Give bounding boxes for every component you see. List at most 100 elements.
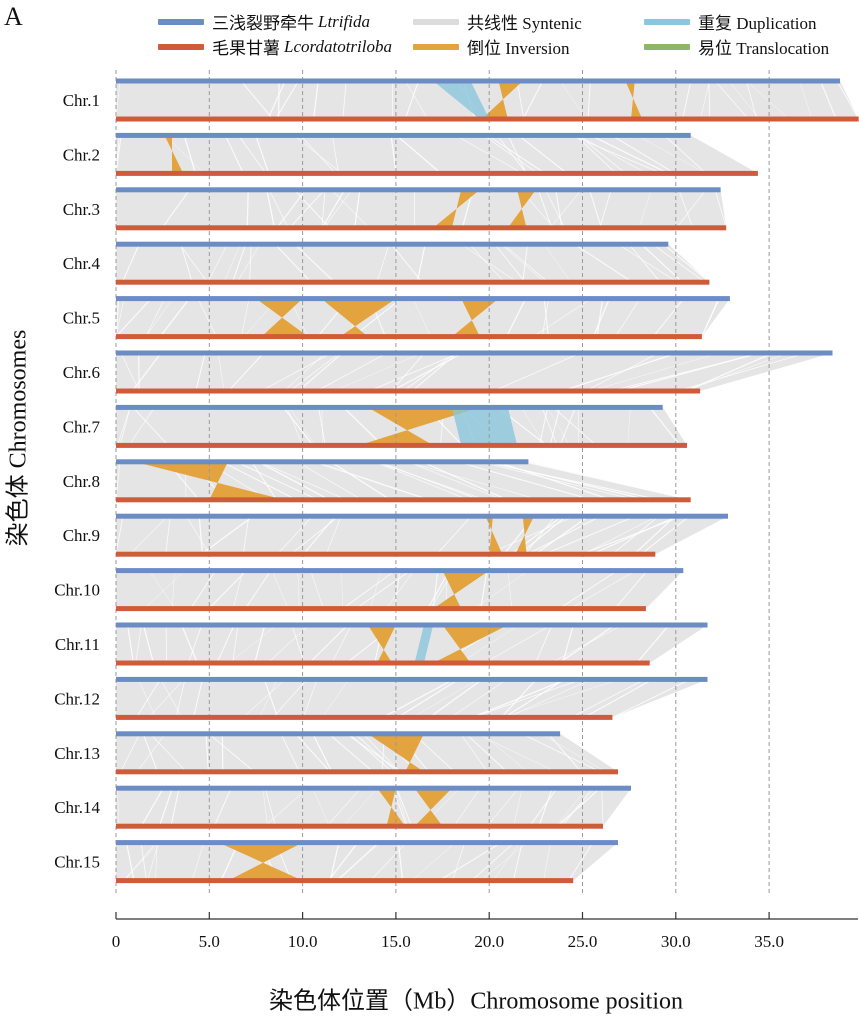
chromosome-bar-cordatotriloba-8: [116, 497, 691, 503]
chromosome-bar-trifida-3: [116, 187, 721, 193]
synteny-texture-line: [615, 298, 641, 337]
synteny-texture-line: [685, 352, 774, 392]
synteny-texture-line: [524, 515, 556, 555]
synteny-texture-line: [819, 80, 837, 120]
synteny-texture-line: [275, 80, 299, 120]
synteny-texture-line: [396, 788, 412, 827]
synteny-texture-line: [346, 733, 402, 773]
synteny-texture-line: [259, 461, 347, 501]
synteny-texture-line: [544, 515, 636, 555]
synteny-texture-line: [392, 788, 407, 827]
synteny-texture-line: [277, 80, 280, 120]
synteny-texture-line: [232, 570, 244, 609]
synteny-texture-line: [181, 624, 198, 664]
synteny-texture-line: [460, 733, 488, 772]
synteny-texture-line: [484, 461, 660, 501]
synteny-texture-line: [318, 407, 326, 446]
synteny-texture-line: [652, 243, 706, 283]
synteny-texture-line: [450, 679, 508, 718]
synteny-texture-line: [266, 189, 276, 228]
synteny-texture-line: [115, 298, 152, 337]
synteny-texture-line: [540, 733, 606, 772]
legend-label-duplication: 重复 Duplication: [698, 14, 817, 33]
chromosome-label: Chr.1: [63, 91, 100, 110]
synteny-texture-line: [331, 135, 339, 174]
synteny-texture-line: [601, 788, 604, 827]
synteny-texture-line: [127, 624, 134, 664]
synteny-texture-line: [135, 624, 142, 664]
legend-swatch-inversion: [413, 43, 459, 50]
synteny-texture-line: [494, 243, 526, 283]
synteny-texture-line: [382, 678, 454, 718]
synteny-texture-line: [708, 80, 711, 120]
synteny-texture-line: [396, 134, 442, 174]
synteny-texture-line: [321, 679, 350, 718]
duplication-11-1: [414, 625, 434, 663]
synteny-texture-line: [120, 352, 140, 392]
synteny-texture-line: [283, 407, 314, 446]
synteny-texture-line: [344, 407, 384, 446]
synteny-texture-line: [160, 679, 183, 718]
synteny-texture-line: [617, 243, 678, 283]
syntenic-block-2: [116, 135, 758, 174]
synteny-texture-line: [701, 298, 720, 337]
synteny-texture-line: [411, 352, 458, 392]
synteny-texture-line: [140, 787, 164, 827]
synteny-texture-line: [207, 244, 228, 283]
legend-label-inversion: 倒位 Inversion: [467, 39, 570, 58]
synteny-texture-line: [117, 407, 131, 446]
synteny-texture-line: [552, 407, 597, 446]
x-tick-label: 5.0: [199, 932, 220, 951]
inversion-9-2: [515, 516, 534, 555]
synteny-texture-line: [195, 352, 206, 392]
synteny-texture-line: [714, 189, 727, 228]
synteny-texture-line: [799, 80, 813, 120]
synteny-texture-line: [585, 352, 659, 392]
synteny-texture-line: [461, 243, 518, 283]
synteny-texture-line: [556, 788, 596, 827]
synteny-texture-line: [342, 788, 378, 827]
synteny-texture-line: [592, 298, 610, 337]
synteny-texture-line: [714, 80, 749, 120]
synteny-texture-line: [241, 298, 250, 337]
synteny-texture-line: [149, 570, 176, 609]
legend-label-syntenic: 共线性 Syntenic: [467, 14, 582, 33]
syntenic-block-11: [116, 625, 708, 663]
synteny-texture-line: [535, 624, 553, 664]
synteny-texture-line: [328, 733, 374, 773]
synteny-texture-line: [562, 352, 678, 392]
synteny-texture-line: [480, 570, 488, 609]
synteny-texture-line: [407, 461, 540, 501]
syntenic-block-5: [116, 298, 730, 337]
synteny-texture-line: [294, 243, 335, 283]
synteny-texture-line: [599, 189, 612, 228]
synteny-texture-line: [136, 733, 166, 772]
synteny-texture-line: [521, 407, 546, 446]
synteny-texture-line: [506, 298, 527, 337]
synteny-texture-line: [411, 842, 456, 881]
synteny-texture-line: [561, 787, 593, 827]
synteny-texture-line: [115, 298, 125, 337]
synteny-texture-line: [198, 516, 204, 555]
synteny-texture-line: [330, 189, 370, 229]
legend-label-trifida-cn: 三浅裂野牵牛: [212, 14, 314, 33]
synteny-texture-line: [208, 570, 247, 609]
synteny-texture-line: [117, 788, 120, 827]
synteny-texture-line: [480, 842, 528, 881]
synteny-texture-line: [591, 515, 678, 555]
synteny-texture-line: [555, 189, 563, 228]
chromosome-bar-trifida-9: [116, 513, 728, 519]
synteny-texture-line: [627, 407, 631, 446]
synteny-texture-line: [259, 679, 278, 718]
synteny-texture-line: [543, 842, 551, 881]
legend-item-syntenic: 共线性 Syntenic: [413, 9, 582, 34]
synteny-texture-line: [596, 298, 604, 337]
synteny-texture-line: [333, 352, 423, 392]
synteny-texture-line: [569, 570, 636, 609]
synteny-texture-line: [700, 80, 710, 120]
inversion-5-2: [321, 298, 396, 337]
legend-swatch-syntenic: [413, 18, 459, 25]
synteny-texture-line: [330, 461, 391, 501]
legend-item-cordatotriloba: 毛果甘薯 Lcordatotriloba: [158, 34, 392, 59]
